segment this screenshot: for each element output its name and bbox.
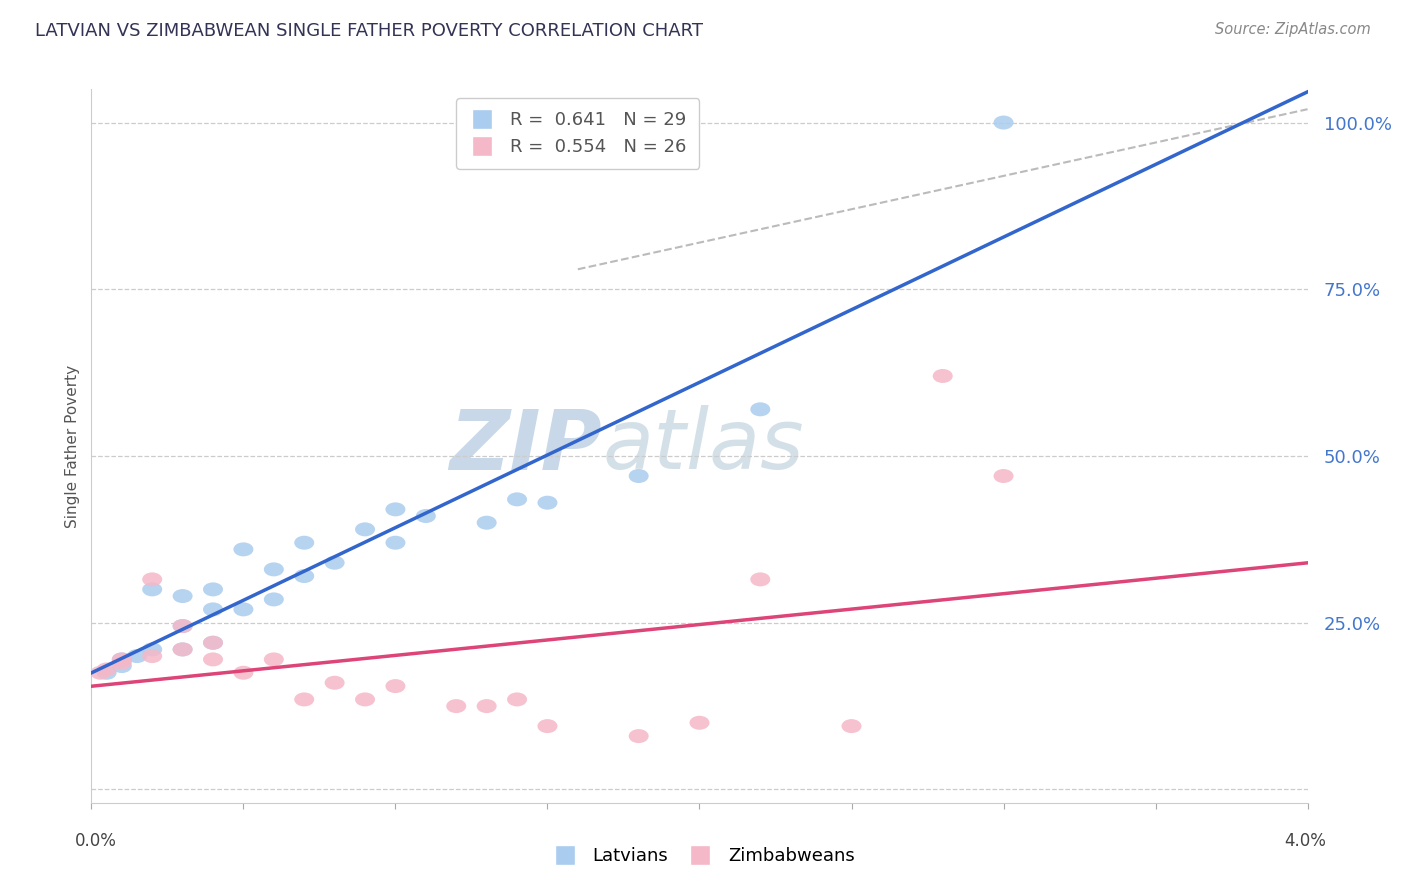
Ellipse shape	[97, 663, 117, 676]
Ellipse shape	[294, 692, 314, 706]
Ellipse shape	[356, 523, 375, 536]
Ellipse shape	[994, 116, 1014, 129]
Ellipse shape	[112, 652, 132, 666]
Ellipse shape	[233, 602, 253, 616]
Ellipse shape	[294, 536, 314, 549]
Ellipse shape	[416, 509, 436, 523]
Ellipse shape	[112, 656, 132, 670]
Ellipse shape	[142, 649, 162, 663]
Ellipse shape	[537, 496, 557, 509]
Text: 0.0%: 0.0%	[75, 832, 117, 850]
Ellipse shape	[385, 536, 405, 549]
Ellipse shape	[537, 719, 557, 733]
Ellipse shape	[264, 562, 284, 576]
Ellipse shape	[90, 665, 111, 680]
Ellipse shape	[142, 573, 162, 586]
Ellipse shape	[173, 619, 193, 633]
Ellipse shape	[751, 573, 770, 586]
Ellipse shape	[173, 642, 193, 657]
Ellipse shape	[202, 636, 224, 649]
Ellipse shape	[264, 592, 284, 607]
Ellipse shape	[477, 516, 496, 530]
Ellipse shape	[325, 556, 344, 570]
Ellipse shape	[202, 652, 224, 666]
Legend: R =  0.641   N = 29, R =  0.554   N = 26: R = 0.641 N = 29, R = 0.554 N = 26	[457, 98, 699, 169]
Text: LATVIAN VS ZIMBABWEAN SINGLE FATHER POVERTY CORRELATION CHART: LATVIAN VS ZIMBABWEAN SINGLE FATHER POVE…	[35, 22, 703, 40]
Ellipse shape	[994, 469, 1014, 483]
Ellipse shape	[233, 542, 253, 557]
Ellipse shape	[751, 402, 770, 417]
Ellipse shape	[477, 699, 496, 713]
Ellipse shape	[112, 652, 132, 666]
Ellipse shape	[202, 602, 224, 616]
Ellipse shape	[446, 699, 467, 713]
Ellipse shape	[112, 659, 132, 673]
Ellipse shape	[932, 369, 953, 383]
Ellipse shape	[689, 715, 710, 730]
Ellipse shape	[842, 719, 862, 733]
Ellipse shape	[325, 676, 344, 690]
Text: ZIP: ZIP	[450, 406, 602, 486]
Ellipse shape	[127, 649, 148, 663]
Ellipse shape	[628, 469, 648, 483]
Ellipse shape	[385, 679, 405, 693]
Ellipse shape	[142, 582, 162, 597]
Legend: Latvians, Zimbabweans: Latvians, Zimbabweans	[544, 840, 862, 872]
Text: 4.0%: 4.0%	[1284, 832, 1326, 850]
Ellipse shape	[233, 665, 253, 680]
Text: atlas: atlas	[602, 406, 804, 486]
Ellipse shape	[508, 692, 527, 706]
Ellipse shape	[264, 652, 284, 666]
Ellipse shape	[202, 582, 224, 597]
Ellipse shape	[628, 729, 648, 743]
Ellipse shape	[173, 619, 193, 633]
Ellipse shape	[173, 589, 193, 603]
Ellipse shape	[202, 636, 224, 649]
Ellipse shape	[508, 492, 527, 507]
Ellipse shape	[142, 642, 162, 657]
Ellipse shape	[97, 665, 117, 680]
Ellipse shape	[356, 692, 375, 706]
Ellipse shape	[385, 502, 405, 516]
Text: Source: ZipAtlas.com: Source: ZipAtlas.com	[1215, 22, 1371, 37]
Ellipse shape	[173, 642, 193, 657]
Y-axis label: Single Father Poverty: Single Father Poverty	[65, 365, 80, 527]
Ellipse shape	[294, 569, 314, 583]
